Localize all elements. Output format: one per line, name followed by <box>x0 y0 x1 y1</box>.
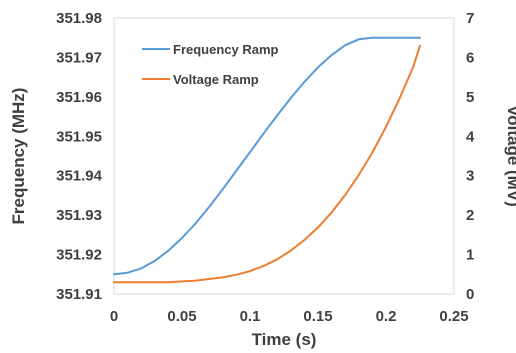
y-left-tick-label: 351.97 <box>56 49 102 66</box>
x-tick-label: 0.1 <box>240 308 261 325</box>
y-left-axis-title: Frequency (MHz) <box>9 88 28 225</box>
y-right-tick-label: 1 <box>466 247 474 264</box>
legend: Frequency Ramp Voltage Ramp <box>142 42 279 87</box>
x-tick-label: 0.15 <box>303 308 332 325</box>
y-right-tick-label: 5 <box>466 89 474 106</box>
y-right-tick-label: 7 <box>466 10 474 27</box>
y-right-tick-label: 3 <box>466 168 474 185</box>
plot-frame <box>113 17 455 295</box>
y-right-tick-labels: 7 6 5 4 3 2 1 0 <box>466 10 475 303</box>
y-right-axis-title: Voltage (MV) <box>504 105 516 207</box>
y-left-tick-label: 351.94 <box>56 168 103 185</box>
x-tick-label: 0.05 <box>167 308 196 325</box>
y-left-tick-label: 351.92 <box>56 247 102 264</box>
y-left-tick-label: 351.98 <box>56 10 102 27</box>
y-left-tick-label: 351.95 <box>56 128 102 145</box>
y-left-tick-label: 351.91 <box>56 286 102 303</box>
series-layer <box>113 36 421 284</box>
y-right-tick-label: 0 <box>466 286 474 303</box>
y-right-tick-label: 4 <box>466 128 475 145</box>
y-left-tick-label: 351.96 <box>56 89 102 106</box>
series-line-voltage-ramp <box>113 44 421 284</box>
series-line-frequency-ramp <box>113 36 421 276</box>
y-right-tick-label: 6 <box>466 49 474 66</box>
x-tick-labels: 0 0.05 0.1 0.15 0.2 0.25 <box>110 308 469 325</box>
x-tick-label: 0.2 <box>376 308 397 325</box>
y-right-tick-label: 2 <box>466 207 474 224</box>
x-axis-title: Time (s) <box>252 330 317 349</box>
x-tick-label: 0.25 <box>439 308 468 325</box>
legend-label-voltage: Voltage Ramp <box>173 72 259 87</box>
y-left-tick-label: 351.93 <box>56 207 102 224</box>
legend-label-frequency: Frequency Ramp <box>173 42 279 57</box>
y-left-tick-labels: 351.98 351.97 351.96 351.95 351.94 351.93 351.… <box>56 10 103 303</box>
x-tick-label: 0 <box>110 308 118 325</box>
